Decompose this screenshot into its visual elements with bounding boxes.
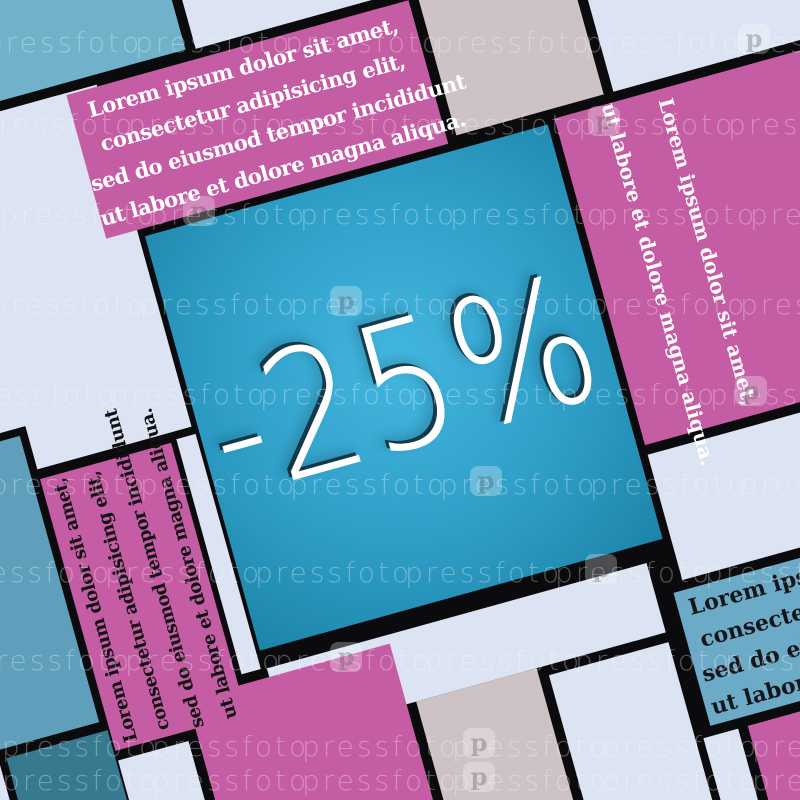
discount-label: -25% xyxy=(186,236,622,539)
